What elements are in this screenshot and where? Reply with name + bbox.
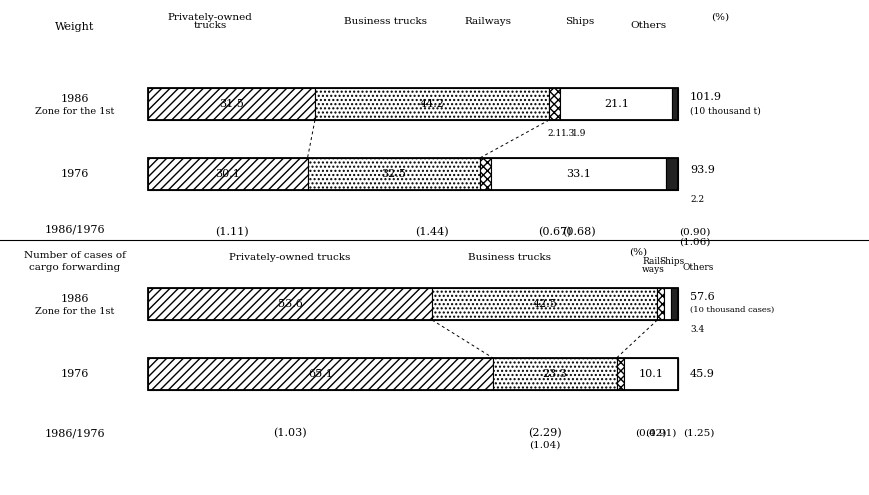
Bar xyxy=(148,288,678,320)
Text: (0.91): (0.91) xyxy=(645,429,676,438)
Text: Zone for the 1st: Zone for the 1st xyxy=(36,307,115,316)
Text: (1.04): (1.04) xyxy=(529,441,561,449)
Text: 42.5: 42.5 xyxy=(533,299,557,309)
Text: (%): (%) xyxy=(711,12,729,21)
Text: 30.1: 30.1 xyxy=(216,169,240,179)
Text: Privately-owned trucks: Privately-owned trucks xyxy=(229,252,351,261)
Bar xyxy=(671,288,678,320)
Text: (1.06): (1.06) xyxy=(680,238,711,247)
Bar xyxy=(148,288,432,320)
Bar xyxy=(561,88,672,120)
Text: 1.9: 1.9 xyxy=(572,130,586,139)
Text: 23.3: 23.3 xyxy=(542,369,567,379)
Text: Weight: Weight xyxy=(56,22,95,32)
Text: 33.1: 33.1 xyxy=(567,169,591,179)
Text: (0.68): (0.68) xyxy=(562,227,595,237)
Bar xyxy=(432,288,657,320)
Text: 53.6: 53.6 xyxy=(277,299,302,309)
Bar xyxy=(148,88,315,120)
Text: cargo forwarding: cargo forwarding xyxy=(30,262,121,271)
Text: 1986/1976: 1986/1976 xyxy=(44,225,105,235)
Text: Rail-: Rail- xyxy=(642,256,664,265)
Text: Others: Others xyxy=(630,21,666,31)
Text: 101.9: 101.9 xyxy=(690,92,722,102)
Text: (10 thousand t): (10 thousand t) xyxy=(690,106,760,115)
Text: 2.2: 2.2 xyxy=(690,196,704,204)
Text: trucks: trucks xyxy=(194,21,227,31)
Bar xyxy=(148,358,678,390)
Text: (1.03): (1.03) xyxy=(273,428,307,438)
Bar xyxy=(148,158,678,190)
Text: 21.1: 21.1 xyxy=(604,99,628,109)
Text: 31.5: 31.5 xyxy=(219,99,244,109)
Text: Railways: Railways xyxy=(465,17,512,27)
Text: Ships: Ships xyxy=(660,256,685,265)
Bar xyxy=(672,88,678,120)
Text: Number of cases of: Number of cases of xyxy=(24,250,126,259)
Text: 2.1: 2.1 xyxy=(547,130,562,139)
Bar xyxy=(315,88,549,120)
Text: 1986: 1986 xyxy=(61,94,90,104)
Text: (1.44): (1.44) xyxy=(415,227,449,237)
Bar xyxy=(148,158,308,190)
Text: (1.11): (1.11) xyxy=(215,227,249,237)
Text: 1986: 1986 xyxy=(61,294,90,304)
Text: 1.3: 1.3 xyxy=(561,130,575,139)
Text: 1976: 1976 xyxy=(61,369,90,379)
Text: (0.90): (0.90) xyxy=(680,228,711,237)
Text: (0.42): (0.42) xyxy=(635,429,667,438)
Bar xyxy=(148,358,493,390)
Bar xyxy=(491,158,667,190)
Text: (2.29): (2.29) xyxy=(527,428,561,438)
Bar xyxy=(616,358,625,390)
Text: Business trucks: Business trucks xyxy=(468,252,552,261)
Text: (%): (%) xyxy=(629,248,647,256)
Bar xyxy=(549,88,561,120)
Text: 65.1: 65.1 xyxy=(308,369,333,379)
Text: 44.2: 44.2 xyxy=(420,99,445,109)
Bar xyxy=(308,158,480,190)
Text: Zone for the 1st: Zone for the 1st xyxy=(36,107,115,116)
Bar xyxy=(664,288,671,320)
Text: 93.9: 93.9 xyxy=(690,165,715,175)
Text: (1.25): (1.25) xyxy=(684,429,715,438)
Text: (10 thousand cases): (10 thousand cases) xyxy=(690,306,774,314)
Text: Privately-owned: Privately-owned xyxy=(168,12,252,21)
Text: 1976: 1976 xyxy=(61,169,90,179)
Text: 10.1: 10.1 xyxy=(639,369,664,379)
Text: 32.5: 32.5 xyxy=(381,169,406,179)
Bar xyxy=(625,358,678,390)
Text: 45.9: 45.9 xyxy=(690,369,715,379)
Text: (0.67): (0.67) xyxy=(538,227,572,237)
Bar xyxy=(493,358,616,390)
Text: 1986/1976: 1986/1976 xyxy=(44,428,105,438)
Text: 57.6: 57.6 xyxy=(690,292,714,302)
Bar xyxy=(148,88,678,120)
Bar xyxy=(657,288,664,320)
Bar xyxy=(480,158,491,190)
Text: 3.4: 3.4 xyxy=(690,326,704,335)
Bar xyxy=(667,158,678,190)
Text: Others: Others xyxy=(682,262,713,271)
Text: Business trucks: Business trucks xyxy=(343,17,427,27)
Text: ways: ways xyxy=(641,265,665,275)
Text: Ships: Ships xyxy=(566,17,594,27)
